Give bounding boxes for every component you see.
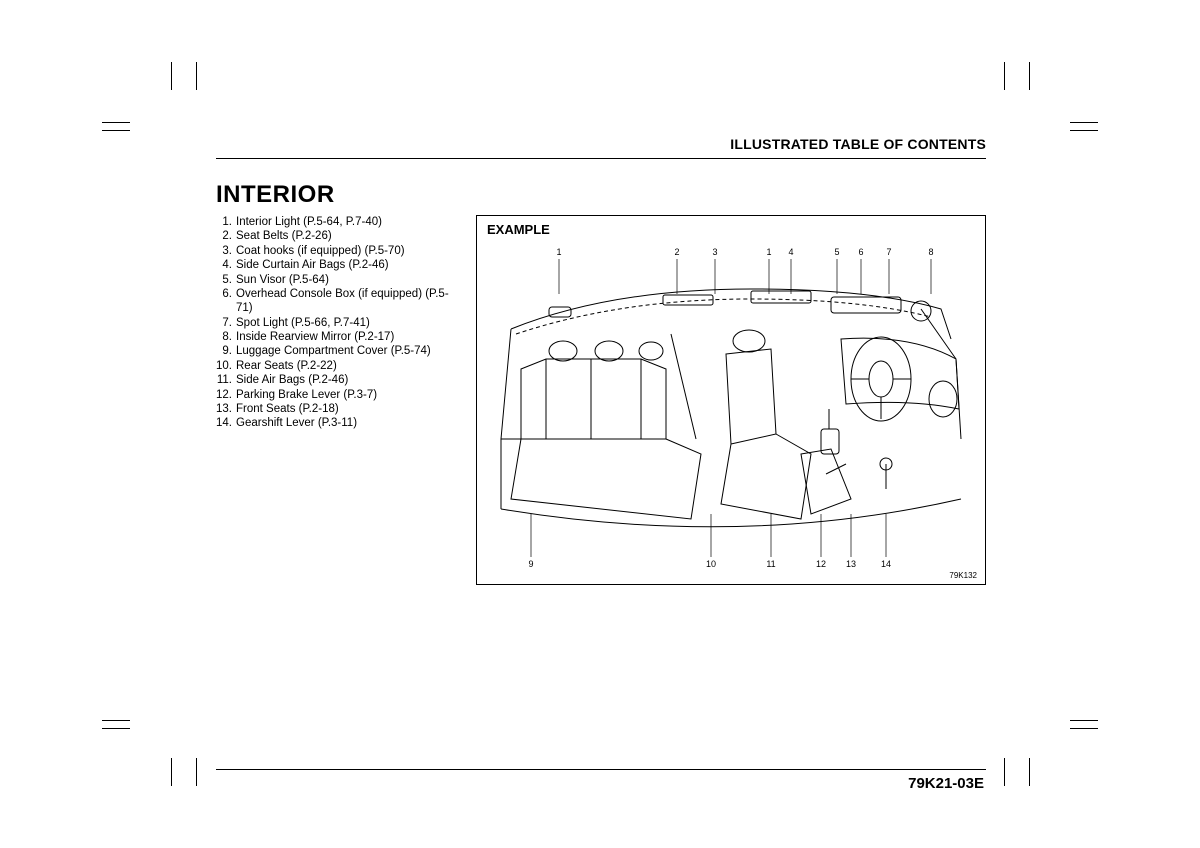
list-item-number: 11. <box>216 373 236 387</box>
list-item-label: Side Air Bags (P.2-46) <box>236 373 348 387</box>
list-item: 8.Inside Rearview Mirror (P.2-17) <box>216 330 460 344</box>
list-item-label: Spot Light (P.5-66, P.7-41) <box>236 316 370 330</box>
list-item-number: 4. <box>216 258 236 272</box>
list-item: 13.Front Seats (P.2-18) <box>216 402 460 416</box>
list-item-label: Overhead Console Box (if equipped) (P.5-… <box>236 287 460 316</box>
list-item-label: Luggage Compartment Cover (P.5-74) <box>236 344 431 358</box>
callout-number: 3 <box>712 247 717 257</box>
footer-rule <box>216 769 986 770</box>
list-item-number: 5. <box>216 273 236 287</box>
callout-number: 8 <box>928 247 933 257</box>
list-item-number: 6. <box>216 287 236 316</box>
callout-number: 2 <box>674 247 679 257</box>
callout-number: 6 <box>858 247 863 257</box>
list-item-label: Coat hooks (if equipped) (P.5-70) <box>236 244 405 258</box>
list-item: 12.Parking Brake Lever (P.3-7) <box>216 388 460 402</box>
callout-number: 1 <box>556 247 561 257</box>
callout-number: 14 <box>881 559 891 569</box>
list-item-label: Sun Visor (P.5-64) <box>236 273 329 287</box>
section-title: INTERIOR <box>216 181 986 209</box>
list-item-number: 8. <box>216 330 236 344</box>
figure-box: EXAMPLE 123145678 91011121314 <box>476 215 986 585</box>
content-row: 1.Interior Light (P.5-64, P.7-40)2.Seat … <box>216 215 986 585</box>
callout-number: 1 <box>766 247 771 257</box>
list-item-number: 3. <box>216 244 236 258</box>
list-item-number: 13. <box>216 402 236 416</box>
list-item-label: Gearshift Lever (P.3-11) <box>236 416 357 430</box>
list-item-number: 9. <box>216 344 236 358</box>
list-item: 14.Gearshift Lever (P.3-11) <box>216 416 460 430</box>
list-item: 7.Spot Light (P.5-66, P.7-41) <box>216 316 460 330</box>
figure-label: EXAMPLE <box>487 222 975 237</box>
list-item-label: Rear Seats (P.2-22) <box>236 359 337 373</box>
list-item-label: Inside Rearview Mirror (P.2-17) <box>236 330 394 344</box>
list-item-number: 14. <box>216 416 236 430</box>
page-content: ILLUSTRATED TABLE OF CONTENTS INTERIOR 1… <box>216 156 986 585</box>
footer-doc-id: 79K21-03E <box>908 775 984 792</box>
list-item-label: Side Curtain Air Bags (P.2-46) <box>236 258 389 272</box>
list-item: 2.Seat Belts (P.2-26) <box>216 229 460 243</box>
callout-number: 12 <box>816 559 826 569</box>
list-item-label: Parking Brake Lever (P.3-7) <box>236 388 377 402</box>
list-item-label: Seat Belts (P.2-26) <box>236 229 332 243</box>
header-title: ILLUSTRATED TABLE OF CONTENTS <box>216 136 986 152</box>
callout-number: 10 <box>706 559 716 569</box>
callout-number: 13 <box>846 559 856 569</box>
toc-list: 1.Interior Light (P.5-64, P.7-40)2.Seat … <box>216 215 460 585</box>
callout-number: 4 <box>788 247 793 257</box>
list-item-label: Interior Light (P.5-64, P.7-40) <box>236 215 382 229</box>
header-rule <box>216 158 986 159</box>
callout-number: 5 <box>834 247 839 257</box>
list-item: 11.Side Air Bags (P.2-46) <box>216 373 460 387</box>
list-item: 5.Sun Visor (P.5-64) <box>216 273 460 287</box>
callout-number: 11 <box>766 559 775 569</box>
list-item: 6.Overhead Console Box (if equipped) (P.… <box>216 287 460 316</box>
callout-number: 9 <box>528 559 533 569</box>
list-item-number: 1. <box>216 215 236 229</box>
list-item: 1.Interior Light (P.5-64, P.7-40) <box>216 215 460 229</box>
callout-number: 7 <box>886 247 891 257</box>
list-item: 4.Side Curtain Air Bags (P.2-46) <box>216 258 460 272</box>
figure-id: 79K132 <box>949 571 977 580</box>
list-item: 9.Luggage Compartment Cover (P.5-74) <box>216 344 460 358</box>
list-item-label: Front Seats (P.2-18) <box>236 402 339 416</box>
list-item: 10.Rear Seats (P.2-22) <box>216 359 460 373</box>
list-item-number: 7. <box>216 316 236 330</box>
list-item-number: 2. <box>216 229 236 243</box>
list-item-number: 10. <box>216 359 236 373</box>
list-item-number: 12. <box>216 388 236 402</box>
list-item: 3.Coat hooks (if equipped) (P.5-70) <box>216 244 460 258</box>
interior-diagram: 123145678 91011121314 <box>487 239 975 569</box>
